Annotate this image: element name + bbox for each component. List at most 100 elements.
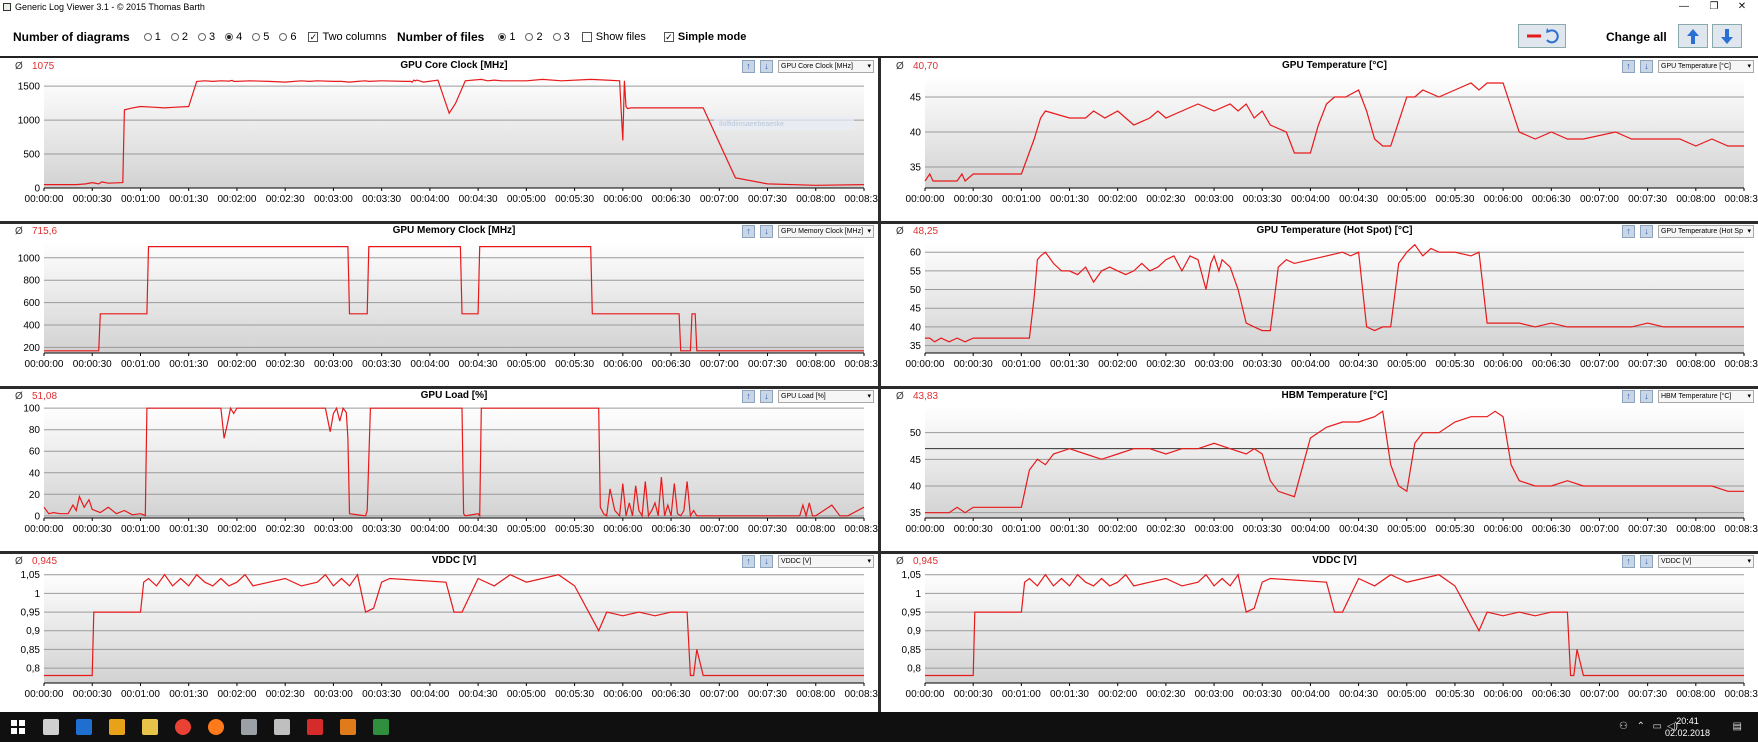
files-radio-1[interactable]	[498, 33, 507, 41]
app-icon-4[interactable]	[307, 719, 323, 735]
swap-icon	[1527, 28, 1559, 44]
move-down-button[interactable]: ↓	[1640, 390, 1653, 403]
windows-start-icon[interactable]	[10, 719, 26, 735]
diagrams-radio-2[interactable]	[170, 33, 179, 41]
y-tick-label: 60	[29, 447, 41, 458]
task-view-icon[interactable]	[43, 719, 59, 735]
app-icon-3[interactable]	[274, 719, 290, 735]
sensor-select-value: GPU Core Clock [MHz]	[781, 63, 853, 70]
tray-chevron-icon[interactable]: ⌃	[1636, 721, 1645, 732]
y-tick-label: 45	[910, 304, 922, 315]
two-columns-checkbox[interactable]: ✓	[308, 32, 319, 42]
diagrams-group: Number of diagrams 1 2 3 4 5 6 ✓ Two columns	[13, 30, 387, 44]
move-down-button[interactable]: ↓	[1640, 225, 1653, 238]
x-tick-label: 00:02:00	[217, 359, 256, 370]
chrome-icon[interactable]	[175, 719, 191, 735]
edge-icon[interactable]	[76, 719, 92, 735]
app-icon-5[interactable]	[340, 719, 356, 735]
diagrams-radio-4[interactable]	[225, 33, 234, 41]
move-down-button[interactable]: ↓	[760, 60, 773, 73]
sensor-select[interactable]: GPU Memory Clock [MHz] ▾	[778, 225, 874, 238]
x-tick-label: 00:07:30	[1628, 689, 1667, 700]
app-icon[interactable]	[109, 719, 125, 735]
x-tick-label: 00:06:00	[603, 359, 642, 370]
sensor-select[interactable]: VDDC [V] ▾	[778, 555, 874, 568]
chevron-down-icon: ▾	[1747, 228, 1751, 235]
volume-icon[interactable]: ◁)	[1666, 721, 1678, 732]
x-tick-label: 00:03:30	[362, 194, 401, 205]
move-up-button[interactable]: ↑	[742, 555, 755, 568]
x-tick-label: 00:00:30	[954, 689, 993, 700]
average-value: 48,25	[913, 226, 939, 237]
sensor-select[interactable]: GPU Load [%] ▾	[778, 390, 874, 403]
move-down-button[interactable]: ↓	[760, 225, 773, 238]
move-up-button[interactable]: ↑	[1622, 390, 1635, 403]
sensor-select-value: GPU Memory Clock [MHz]	[781, 228, 864, 235]
files-radio-2[interactable]	[525, 33, 534, 41]
x-tick-label: 00:05:30	[1435, 194, 1474, 205]
close-button[interactable]: ✕	[1737, 1, 1747, 12]
log-viewer-icon[interactable]	[373, 719, 389, 735]
firefox-icon[interactable]	[208, 719, 224, 735]
x-tick-label: 00:00:00	[25, 359, 64, 370]
minimize-button[interactable]: —	[1679, 1, 1689, 12]
clock-time: 20:41	[1676, 716, 1699, 726]
move-up-all-button[interactable]	[1678, 24, 1708, 48]
sensor-select[interactable]: VDDC [V] ▾	[1658, 555, 1754, 568]
move-up-button[interactable]: ↑	[742, 390, 755, 403]
files-radio-3[interactable]	[552, 33, 561, 41]
line-color-swap-button[interactable]	[1518, 24, 1566, 48]
sensor-select[interactable]: GPU Core Clock [MHz] ▾	[778, 60, 874, 73]
people-icon[interactable]: ⚇	[1619, 721, 1628, 732]
files-option-label: 1	[509, 31, 516, 43]
move-up-button[interactable]: ↑	[1622, 225, 1635, 238]
move-down-all-button[interactable]	[1712, 24, 1742, 48]
y-tick-label: 40	[29, 468, 41, 479]
diagrams-radio-1[interactable]	[143, 33, 152, 41]
diagrams-label: Number of diagrams	[13, 30, 130, 44]
clock[interactable]: 20:41 02.02.2018	[1665, 715, 1710, 739]
y-tick-label: 0,9	[907, 626, 921, 637]
average-symbol: Ø	[896, 391, 904, 402]
chart-svg: 0 20 40 60 80 100 00:00:00 00:00:30 00:01:00 00:0…	[23, 404, 878, 535]
sensor-select[interactable]: GPU Temperature [°C] ▾	[1658, 60, 1754, 73]
move-up-button[interactable]: ↑	[1622, 555, 1635, 568]
move-down-button[interactable]: ↓	[760, 390, 773, 403]
files-group: Number of files 1 2 3 Show files ✓ Simple …	[397, 30, 746, 44]
move-up-button[interactable]: ↑	[1622, 60, 1635, 73]
diagram-panel: Ø 43,83 HBM Temperature [°C] ↑ ↓ HBM Temperat…	[881, 388, 1758, 550]
show-files-checkbox[interactable]	[581, 32, 592, 42]
y-tick-label: 1000	[18, 116, 41, 127]
x-tick-label: 00:03:30	[1243, 359, 1282, 370]
average-value: 0,945	[913, 556, 939, 567]
y-tick-label: 1,05	[21, 570, 41, 581]
diagram-panel: Ø 0,945 VDDC [V] ↑ ↓ VDDC [V] ▾ 0,8 0,85 0,9 0,95 1…	[0, 553, 878, 715]
move-down-button[interactable]: ↓	[1640, 555, 1653, 568]
x-tick-label: 00:04:00	[1291, 359, 1330, 370]
diagrams-radio-5[interactable]	[252, 33, 261, 41]
maximize-button[interactable]: ❐	[1709, 1, 1719, 12]
move-up-button[interactable]: ↑	[742, 225, 755, 238]
x-tick-label: 00:08:30	[845, 689, 878, 700]
notifications-icon[interactable]: ▤	[1732, 721, 1742, 732]
sensor-select[interactable]: GPU Temperature (Hot Sp ▾	[1658, 225, 1754, 238]
taskbar: ⚇ ⌃ ▭ ◁) 20:41 02.02.2018 ▤	[0, 712, 1758, 742]
app-icon-2[interactable]	[241, 719, 257, 735]
move-down-button[interactable]: ↓	[760, 555, 773, 568]
diagrams-radio-3[interactable]	[197, 33, 206, 41]
y-tick-label: 60	[910, 248, 922, 259]
simple-mode-checkbox[interactable]: ✓	[663, 32, 674, 42]
overlay-label: Ilolfidiinsaeebeaeske	[719, 121, 784, 128]
x-tick-label: 00:07:00	[700, 524, 739, 535]
x-tick-label: 00:00:30	[73, 689, 112, 700]
chart-svg: 200 400 600 800 1000 00:00:00 00:00:30 00:01:00…	[18, 241, 878, 370]
diagrams-radio-6[interactable]	[279, 33, 288, 41]
file-explorer-icon[interactable]	[142, 719, 158, 735]
sensor-select[interactable]: HBM Temperature [°C] ▾	[1658, 390, 1754, 403]
move-up-button[interactable]: ↑	[742, 60, 755, 73]
diagram-panel: Ø 1075 GPU Core Clock [MHz] ↑ ↓ GPU Core Cloc…	[0, 58, 878, 220]
move-down-button[interactable]: ↓	[1640, 60, 1653, 73]
x-tick-label: 00:08:30	[1725, 689, 1758, 700]
chart-title: VDDC [V]	[431, 555, 477, 566]
network-icon[interactable]: ▭	[1652, 721, 1662, 732]
